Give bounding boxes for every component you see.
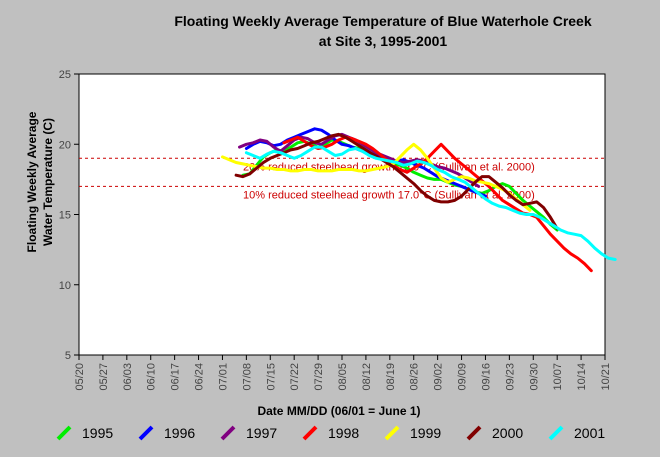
x-tick-label: 09/30: [528, 363, 540, 391]
x-tick-label: 06/03: [122, 363, 134, 391]
legend-swatch-1997: [220, 425, 236, 441]
legend-swatch-1998: [302, 425, 318, 441]
y-tick-label: 15: [59, 210, 71, 222]
x-tick-label: 10/07: [552, 363, 564, 391]
x-axis-label: Date MM/DD (06/01 = June 1): [257, 404, 420, 418]
x-tick-label: 08/26: [409, 363, 421, 391]
x-tick-label: 07/22: [289, 363, 301, 391]
x-tick-label: 10/21: [600, 363, 612, 391]
y-tick-label: 5: [65, 350, 71, 362]
legend-swatch-2000: [466, 425, 482, 441]
x-tick-label: 07/08: [241, 363, 253, 391]
legend-label-2000: 2000: [492, 425, 523, 441]
x-tick-label: 06/24: [194, 363, 206, 391]
legend-label-2001: 2001: [574, 425, 605, 441]
legend-swatch-1995: [56, 425, 72, 441]
x-tick-label: 05/27: [98, 363, 110, 391]
y-axis-label-line2: Water Temperature (C): [41, 118, 55, 246]
x-tick-label: 06/17: [170, 363, 182, 391]
legend-swatch-1996: [138, 425, 154, 441]
x-tick-label: 09/09: [457, 363, 469, 391]
legend-label-1998: 1998: [328, 425, 359, 441]
series-line-1999: [221, 142, 532, 212]
legend-label-1997: 1997: [246, 425, 277, 441]
chart-title: Floating Weekly Average Temperature of B…: [174, 13, 591, 29]
x-tick-label: 09/02: [433, 363, 445, 391]
x-tick-label: 05/20: [74, 363, 86, 391]
y-tick-label: 25: [59, 69, 71, 81]
y-axis-label-line1: Floating Weekly Average: [25, 111, 39, 252]
x-tick-label: 08/05: [337, 363, 349, 391]
legend: 1995 1996 1997 1998 1999 2000 2001: [56, 425, 605, 441]
series-line-1998: [282, 135, 593, 273]
reference-line-label: 10% reduced steelhead growth 17.0°C (Sul…: [243, 189, 535, 201]
legend-swatch-2001: [548, 425, 564, 441]
y-tick-label: 10: [59, 280, 71, 292]
series-line-2001: [244, 145, 617, 261]
x-tick-label: 10/14: [576, 363, 588, 391]
y-tick-label: 20: [59, 139, 71, 151]
legend-label-1995: 1995: [82, 425, 113, 441]
x-tick-label: 08/19: [385, 363, 397, 391]
x-tick-label: 08/12: [361, 363, 373, 391]
x-tick-label: 07/01: [217, 363, 229, 391]
x-tick-label: 07/29: [313, 363, 325, 391]
legend-swatch-1999: [384, 425, 400, 441]
legend-label-1999: 1999: [410, 425, 441, 441]
x-tick-label: 06/10: [146, 363, 158, 391]
legend-label-1996: 1996: [164, 425, 195, 441]
x-tick-label: 09/16: [480, 363, 492, 391]
series-line-2000: [234, 132, 559, 231]
chart-subtitle: at Site 3, 1995-2001: [319, 33, 448, 49]
plot-area: [78, 73, 606, 356]
x-tick-label: 07/15: [265, 363, 277, 391]
x-tick-label: 09/23: [504, 363, 516, 391]
